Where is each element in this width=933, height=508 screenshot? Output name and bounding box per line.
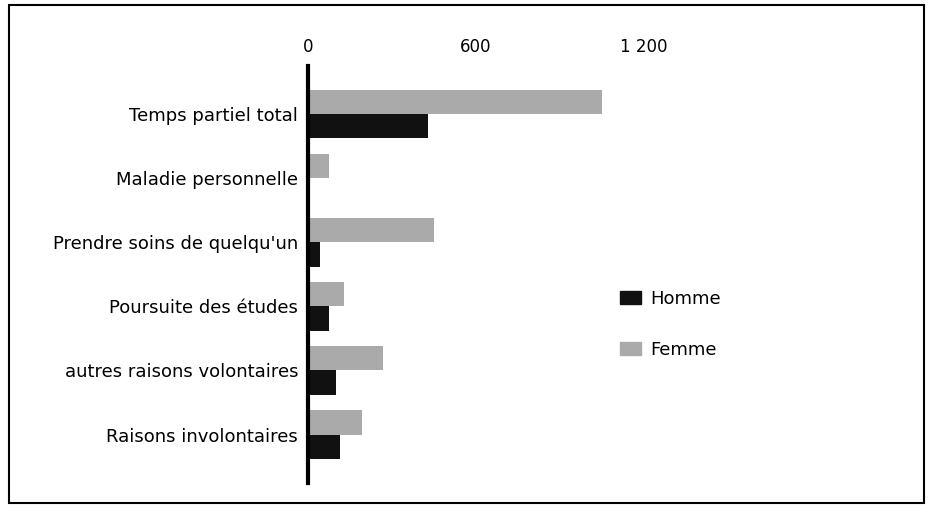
Bar — [308, 306, 328, 331]
Bar — [308, 370, 336, 395]
Bar — [308, 242, 321, 267]
Bar — [308, 282, 344, 306]
Bar — [308, 346, 383, 370]
Bar — [308, 90, 602, 114]
Bar — [308, 434, 340, 459]
Legend: Homme, Femme: Homme, Femme — [612, 283, 729, 366]
Bar — [308, 218, 434, 242]
Bar — [308, 410, 362, 434]
Bar — [308, 154, 328, 178]
Bar — [308, 114, 428, 139]
